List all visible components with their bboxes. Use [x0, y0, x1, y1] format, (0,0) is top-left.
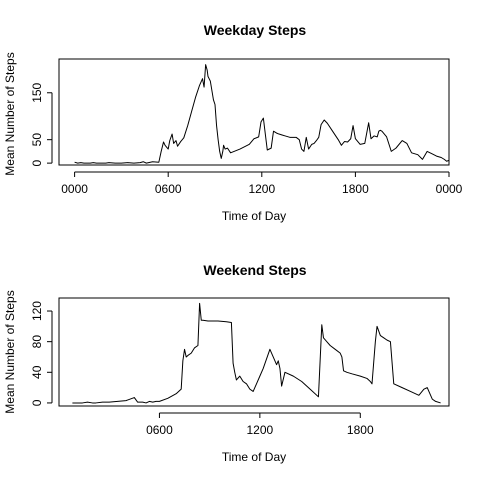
weekend-x-tick-label: 1800	[347, 423, 374, 437]
weekday-y-axis: 0 50 150	[30, 82, 53, 166]
weekday-x-tick-label: 1800	[342, 182, 369, 196]
weekday-x-tick-label: 0600	[155, 182, 182, 196]
weekend-y-tick-label: 0	[30, 399, 44, 406]
weekend-y-tick-label: 80	[30, 335, 44, 349]
weekday-steps-line	[74, 64, 450, 164]
weekend-x-axis-label: Time of Day	[222, 450, 286, 464]
weekend-chart-title: Weekend Steps	[203, 262, 306, 278]
weekday-y-tick-label: 50	[30, 133, 44, 147]
weekday-chart-title: Weekday Steps	[204, 22, 307, 38]
weekend-y-axis-label: Mean Number of Steps	[3, 290, 17, 413]
weekend-x-tick-label: 0600	[146, 423, 173, 437]
weekday-panel: Weekday Steps 0000 0600 1200 1800 0000 0 50 15…	[3, 22, 463, 223]
weekend-y-tick-label: 40	[30, 365, 44, 379]
weekday-y-tick-label: 0	[30, 159, 44, 166]
weekday-x-tick-label: 0000	[436, 182, 463, 196]
weekday-plot-frame	[58, 58, 450, 166]
weekend-panel: Weekend Steps 0600 1200 1800 0 40 80 120 Time…	[3, 262, 450, 464]
weekend-y-axis: 0 40 80 120	[30, 301, 53, 406]
weekend-steps-line	[72, 302, 441, 404]
weekday-x-tick-label: 0000	[61, 182, 88, 196]
weekday-y-tick-label: 150	[30, 82, 44, 102]
weekday-x-axis: 0000 0600 1200 1800 0000	[61, 171, 463, 196]
weekend-plot-frame	[58, 297, 450, 407]
weekend-x-tick-label: 1200	[247, 423, 274, 437]
weekday-x-axis-label: Time of Day	[222, 209, 286, 223]
weekday-y-axis-label: Mean Number of Steps	[3, 52, 17, 175]
weekday-x-tick-label: 1200	[248, 182, 275, 196]
weekend-y-tick-label: 120	[30, 301, 44, 321]
weekend-x-axis: 0600 1200 1800	[146, 412, 374, 437]
